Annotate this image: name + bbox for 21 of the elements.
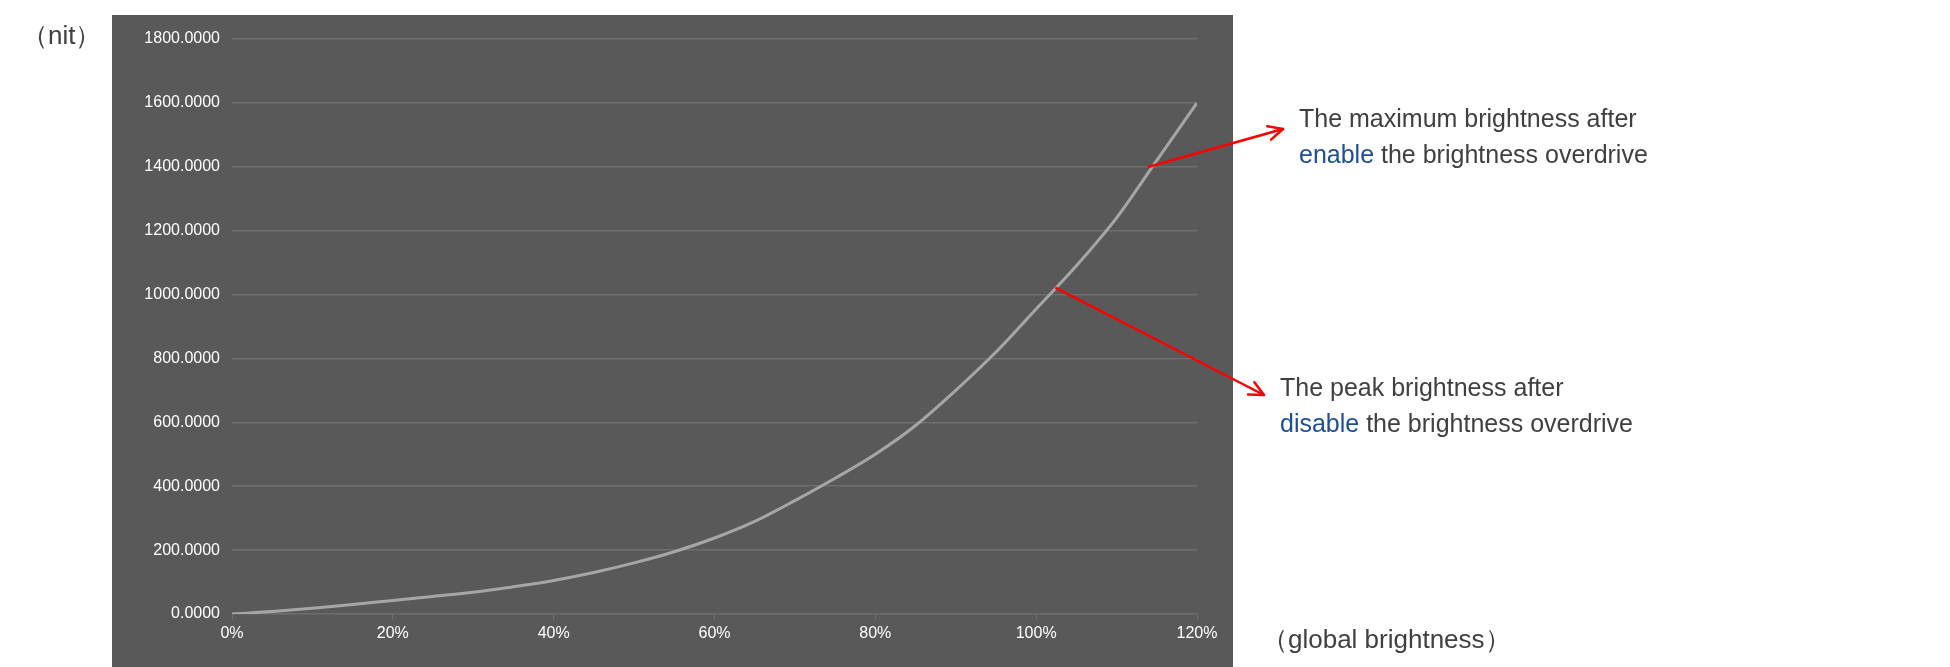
y-tick-label: 400.0000 — [153, 476, 221, 494]
y-tick-label: 600.0000 — [153, 412, 221, 430]
x-tick-label: 40% — [537, 624, 570, 642]
x-tick-label: 20% — [376, 624, 409, 642]
x-axis-title: （global brightness） — [1262, 624, 1511, 654]
y-tick-label: 1000.0000 — [144, 284, 221, 302]
y-tick-label: 1200.0000 — [144, 221, 221, 239]
y-tick-label: 1600.0000 — [144, 93, 221, 111]
y-tick-label: 800.0000 — [153, 348, 221, 366]
annotation: The maximum brightness after enable the brightness overdrive — [1299, 104, 1648, 168]
y-tick-label: 0.0000 — [171, 604, 221, 622]
x-tick-label: 60% — [698, 624, 731, 642]
annotation: The peak brightness after disable the brightness overdrive — [1280, 373, 1633, 437]
y-axis-title: （nit） — [22, 20, 102, 50]
x-tick-label: 80% — [859, 624, 892, 642]
x-tick-label: 100% — [1015, 624, 1057, 642]
x-tick-label: 120% — [1176, 624, 1218, 642]
y-tick-label: 1800.0000 — [144, 29, 221, 47]
y-tick-label: 200.0000 — [153, 540, 221, 558]
y-tick-label: 1400.0000 — [144, 157, 221, 175]
x-tick-label: 0% — [220, 624, 244, 642]
